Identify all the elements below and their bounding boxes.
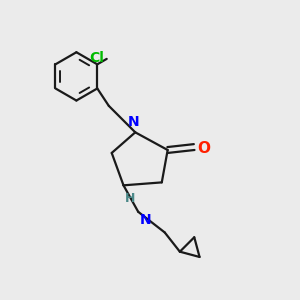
Text: H: H	[125, 192, 135, 206]
Text: O: O	[198, 141, 211, 156]
Text: Cl: Cl	[89, 51, 104, 65]
Text: N: N	[128, 115, 140, 129]
Text: N: N	[140, 213, 151, 227]
